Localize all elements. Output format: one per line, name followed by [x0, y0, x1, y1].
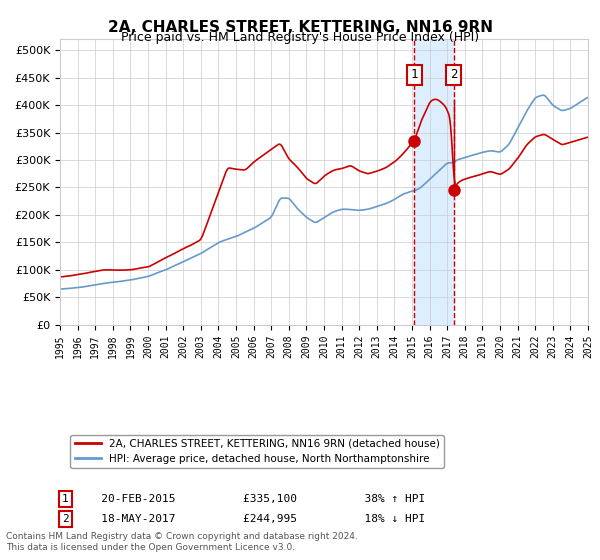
Text: 1: 1: [410, 68, 418, 81]
Text: Price paid vs. HM Land Registry's House Price Index (HPI): Price paid vs. HM Land Registry's House …: [121, 31, 479, 44]
Text: 20-FEB-2015          £335,100          38% ↑ HPI: 20-FEB-2015 £335,100 38% ↑ HPI: [81, 494, 425, 504]
Legend: 2A, CHARLES STREET, KETTERING, NN16 9RN (detached house), HPI: Average price, de: 2A, CHARLES STREET, KETTERING, NN16 9RN …: [70, 435, 444, 468]
Text: 2: 2: [62, 514, 68, 524]
Text: 2: 2: [450, 68, 458, 81]
Text: 2A, CHARLES STREET, KETTERING, NN16 9RN: 2A, CHARLES STREET, KETTERING, NN16 9RN: [107, 20, 493, 35]
Text: 1: 1: [62, 494, 68, 504]
Text: Contains HM Land Registry data © Crown copyright and database right 2024.
This d: Contains HM Land Registry data © Crown c…: [6, 532, 358, 552]
Text: 18-MAY-2017          £244,995          18% ↓ HPI: 18-MAY-2017 £244,995 18% ↓ HPI: [81, 514, 425, 524]
Bar: [414, 39, 454, 325]
